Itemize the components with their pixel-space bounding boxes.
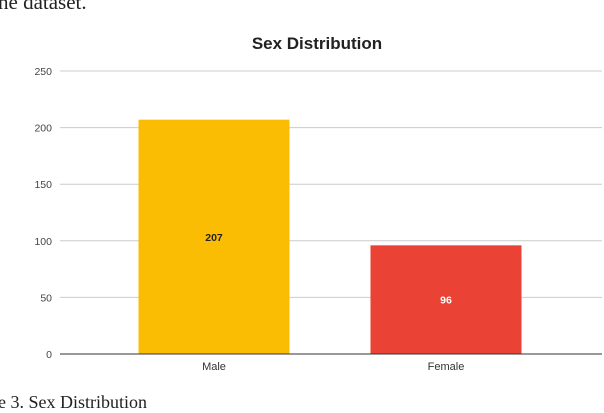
data-labels: 207 96 (205, 232, 452, 307)
data-label-female: 96 (440, 295, 452, 307)
bar-chart: Sex Distribution 0 50 100 150 200 250 207 96 M… (34, 34, 602, 373)
bar-female (370, 245, 522, 354)
y-tick-label: 250 (34, 66, 52, 78)
chart-title: Sex Distribution (252, 34, 382, 53)
figure-caption: e 3. Sex Distribution (0, 392, 147, 412)
x-category-label-male: Male (202, 361, 226, 373)
bar-male (138, 119, 290, 355)
y-tick-label: 50 (40, 292, 52, 304)
y-tick-label: 200 (34, 123, 52, 135)
data-label-male: 207 (205, 232, 223, 244)
y-tick-label: 150 (34, 179, 52, 191)
bars (138, 119, 522, 355)
x-category-label-female: Female (428, 361, 465, 373)
document-text-above: he dataset. (0, 0, 87, 14)
y-tick-label: 0 (46, 349, 52, 361)
y-axis-tick-labels: 0 50 100 150 200 250 (34, 66, 52, 361)
x-axis-category-labels: Male Female (202, 361, 464, 373)
y-tick-label: 100 (34, 236, 52, 248)
